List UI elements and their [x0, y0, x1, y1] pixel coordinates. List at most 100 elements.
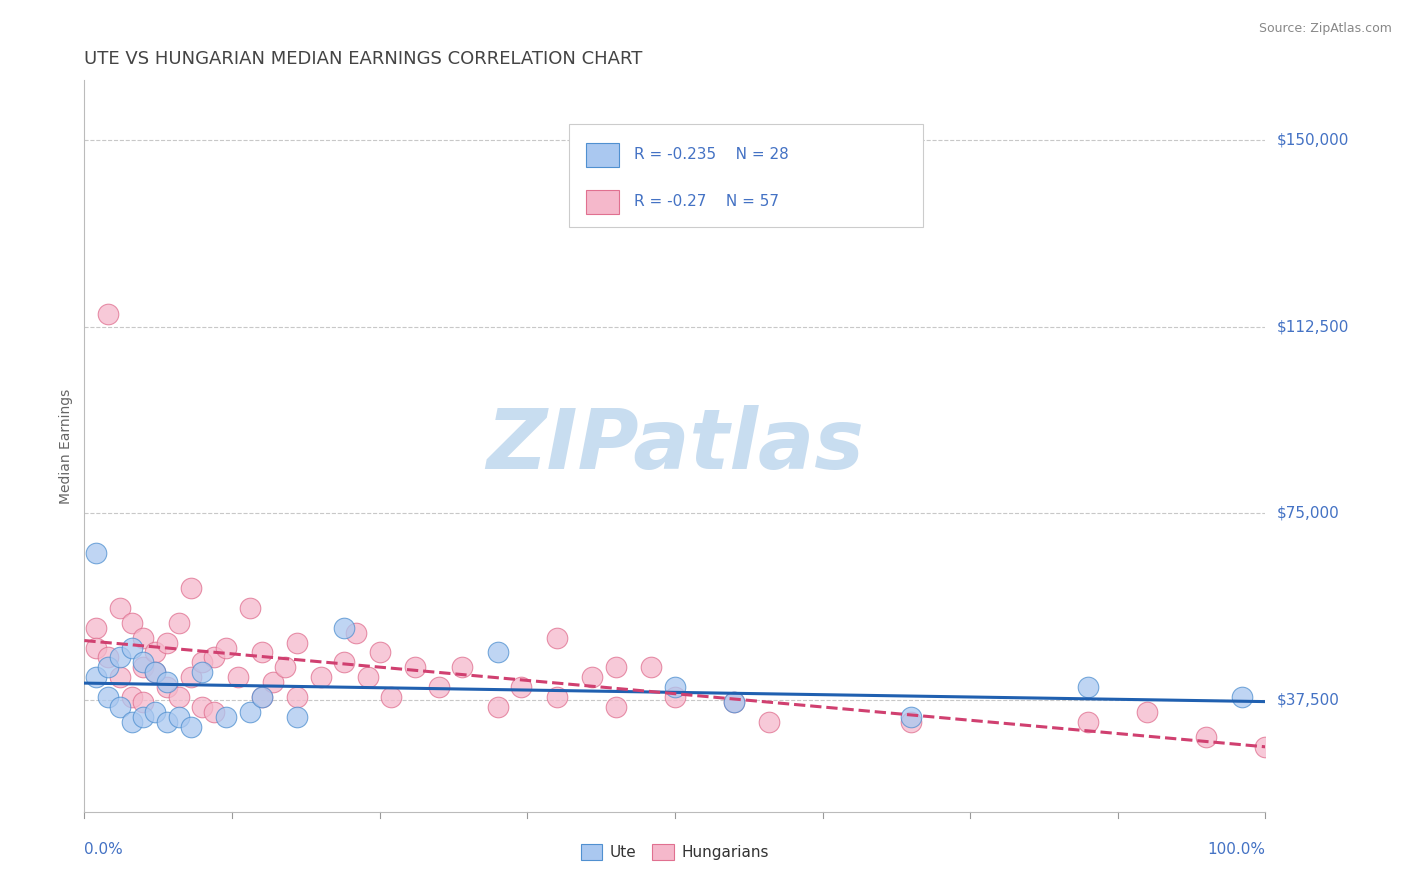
Point [156, 675, 179, 690]
Point [546, 690, 568, 705]
Point [202, 650, 225, 665]
Text: $37,500: $37,500 [1277, 692, 1340, 707]
Text: $150,000: $150,000 [1277, 133, 1348, 147]
Point [664, 690, 686, 705]
Point [285, 690, 308, 705]
Point [274, 660, 297, 674]
FancyBboxPatch shape [568, 124, 922, 227]
Point [156, 715, 179, 730]
Point [156, 635, 179, 649]
Point [180, 581, 202, 595]
Point [546, 631, 568, 645]
Point [226, 670, 249, 684]
Point [1254, 739, 1277, 754]
Point [143, 665, 166, 680]
Point [664, 681, 686, 695]
Point [640, 660, 662, 674]
Y-axis label: Median Earnings: Median Earnings [59, 388, 73, 504]
Point [132, 710, 155, 724]
Point [900, 715, 922, 730]
Text: Source: ZipAtlas.com: Source: ZipAtlas.com [1258, 22, 1392, 36]
Point [404, 660, 426, 674]
Point [167, 710, 190, 724]
Point [1230, 690, 1253, 705]
Point [84, 546, 107, 560]
Point [143, 705, 166, 719]
Text: UTE VS HUNGARIAN MEDIAN EARNINGS CORRELATION CHART: UTE VS HUNGARIAN MEDIAN EARNINGS CORRELA… [84, 50, 643, 68]
Point [250, 690, 273, 705]
Point [108, 700, 131, 714]
Point [333, 656, 356, 670]
Point [121, 615, 143, 630]
Point [758, 715, 780, 730]
Point [1077, 715, 1099, 730]
Point [156, 681, 179, 695]
FancyBboxPatch shape [586, 190, 620, 214]
Point [167, 615, 190, 630]
Point [121, 690, 143, 705]
Text: 100.0%: 100.0% [1208, 842, 1265, 857]
Point [108, 650, 131, 665]
Legend: Ute, Hungarians: Ute, Hungarians [575, 838, 775, 866]
Point [380, 690, 402, 705]
Text: $112,500: $112,500 [1277, 319, 1348, 334]
Point [191, 700, 214, 714]
Point [285, 710, 308, 724]
Point [605, 660, 627, 674]
Text: R = -0.27    N = 57: R = -0.27 N = 57 [634, 194, 779, 210]
Text: ZIPatlas: ZIPatlas [486, 406, 863, 486]
Point [262, 675, 284, 690]
Point [167, 690, 190, 705]
Text: $75,000: $75,000 [1277, 506, 1340, 521]
Point [309, 670, 332, 684]
Point [97, 650, 120, 665]
Point [486, 700, 509, 714]
Point [285, 635, 308, 649]
Point [900, 710, 922, 724]
Point [333, 621, 356, 635]
Point [250, 645, 273, 659]
Text: R = -0.235    N = 28: R = -0.235 N = 28 [634, 147, 789, 162]
Point [215, 710, 238, 724]
Point [581, 670, 603, 684]
Text: 0.0%: 0.0% [84, 842, 124, 857]
Point [143, 665, 166, 680]
Point [97, 307, 120, 321]
Point [239, 705, 262, 719]
Point [180, 670, 202, 684]
Point [121, 715, 143, 730]
Point [132, 695, 155, 709]
Point [132, 631, 155, 645]
Point [84, 640, 107, 655]
Point [84, 621, 107, 635]
Point [180, 720, 202, 734]
Point [191, 665, 214, 680]
Point [723, 695, 745, 709]
Point [723, 695, 745, 709]
Point [108, 670, 131, 684]
Point [1077, 681, 1099, 695]
Point [97, 660, 120, 674]
Point [239, 600, 262, 615]
Point [97, 690, 120, 705]
Point [132, 660, 155, 674]
Point [202, 705, 225, 719]
Point [605, 700, 627, 714]
FancyBboxPatch shape [586, 143, 620, 167]
Point [1195, 730, 1218, 744]
Point [132, 656, 155, 670]
Point [357, 670, 380, 684]
Point [486, 645, 509, 659]
Point [451, 660, 474, 674]
Point [191, 656, 214, 670]
Point [510, 681, 533, 695]
Point [427, 681, 450, 695]
Point [344, 625, 367, 640]
Point [368, 645, 391, 659]
Point [250, 690, 273, 705]
Point [121, 640, 143, 655]
Point [1136, 705, 1159, 719]
Point [143, 645, 166, 659]
Point [108, 600, 131, 615]
Point [215, 640, 238, 655]
